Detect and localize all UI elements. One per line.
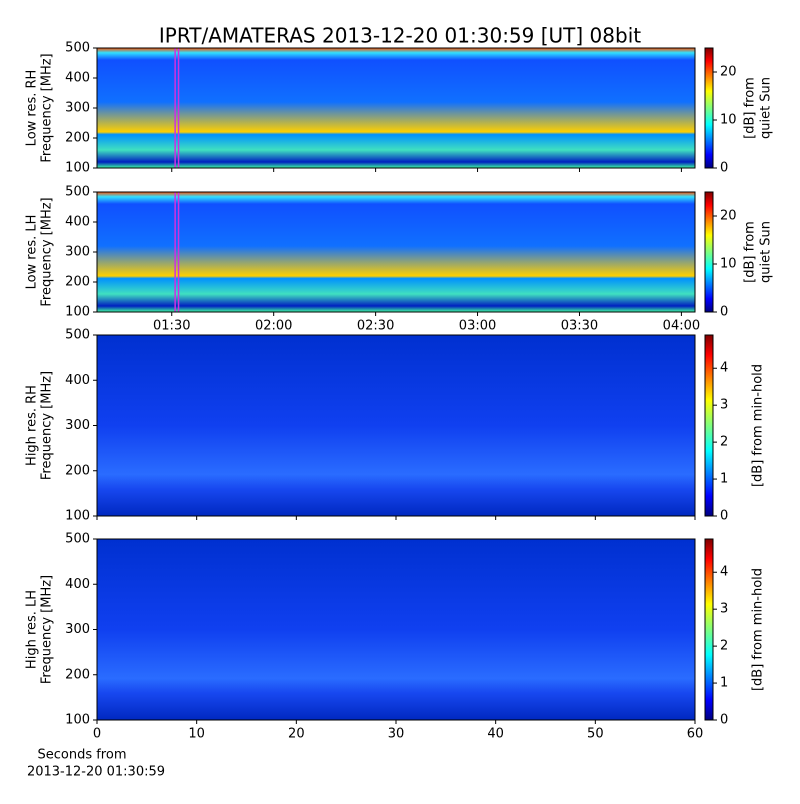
y-tick-label: 500 (65, 185, 90, 200)
colorbar-tick-label: 0 (720, 713, 728, 728)
y-axis-label: Low res. LH (25, 215, 40, 290)
y-tick-label: 100 (65, 161, 90, 176)
x-axis-label: Seconds from (37, 748, 126, 763)
colorbar-label: [dB] from min-hold (751, 568, 766, 691)
y-tick-label: 100 (65, 305, 90, 320)
y-axis-label: High res. LH (25, 590, 40, 669)
colorbar-tick-label: 0 (720, 305, 728, 320)
y-tick-label: 200 (65, 463, 90, 478)
colorbar-tick-label: 1 (720, 676, 728, 691)
colorbar-tick-label: 10 (720, 257, 737, 272)
x-tick-label: 0 (93, 727, 101, 742)
y-tick-label: 500 (65, 41, 90, 56)
spectrogram-image (97, 539, 695, 720)
y-tick-label: 500 (65, 328, 90, 343)
spectrogram-image (97, 335, 695, 516)
spectrogram-image (97, 192, 695, 312)
colorbar (704, 334, 714, 517)
colorbar-tick-label: 2 (720, 639, 728, 654)
y-axis-label: Frequency [MHz] (40, 53, 55, 162)
colorbar-label: quiet Sun (759, 77, 774, 139)
x-tick-label: 10 (188, 727, 205, 742)
colorbar-tick-label: 0 (720, 161, 728, 176)
y-tick-label: 500 (65, 532, 90, 547)
y-tick-label: 100 (65, 713, 90, 728)
colorbar-tick-label: 20 (720, 65, 737, 80)
colorbar-tick-label: 10 (720, 113, 737, 128)
y-axis-label: Low res. RH (25, 70, 40, 147)
x-tick-label: 02:30 (357, 319, 394, 334)
colorbar-tick-label: 3 (720, 398, 728, 413)
x-tick-label: 02:00 (255, 319, 292, 334)
colorbar-tick-label: 1 (720, 472, 728, 487)
figure-title: IPRT/AMATERAS 2013-12-20 01:30:59 [UT] 0… (159, 24, 641, 48)
y-tick-label: 400 (65, 215, 90, 230)
colorbar-label: [dB] from min-hold (751, 364, 766, 487)
colorbar-label: [dB] from (743, 221, 758, 283)
y-tick-label: 400 (65, 577, 90, 592)
colorbar-label: [dB] from (743, 77, 758, 139)
x-tick-label: 03:30 (561, 319, 598, 334)
x-tick-label: 60 (687, 727, 704, 742)
x-tick-label: 50 (587, 727, 604, 742)
y-tick-label: 400 (65, 71, 90, 86)
colorbar-label: quiet Sun (759, 221, 774, 283)
x-tick-label: 40 (487, 727, 504, 742)
colorbar (704, 191, 714, 313)
y-tick-label: 200 (65, 131, 90, 146)
y-axis-label: High res. RH (25, 385, 40, 466)
spectrogram-image (97, 48, 695, 168)
y-axis-label: Frequency [MHz] (40, 371, 55, 480)
y-axis-label: Frequency [MHz] (40, 575, 55, 684)
colorbar-tick-label: 4 (720, 565, 728, 580)
y-tick-label: 300 (65, 622, 90, 637)
y-axis-label: Frequency [MHz] (40, 197, 55, 306)
colorbar-tick-label: 20 (720, 209, 737, 224)
y-tick-label: 300 (65, 101, 90, 116)
colorbar (704, 538, 714, 721)
y-tick-label: 300 (65, 245, 90, 260)
y-tick-label: 200 (65, 667, 90, 682)
colorbar-tick-label: 4 (720, 361, 728, 376)
y-tick-label: 300 (65, 418, 90, 433)
x-tick-label: 04:00 (663, 319, 700, 334)
y-tick-label: 100 (65, 509, 90, 524)
x-tick-label: 03:00 (459, 319, 496, 334)
x-tick-label: 01:30 (153, 319, 190, 334)
x-axis-label: 2013-12-20 01:30:59 (27, 765, 165, 780)
colorbar-tick-label: 2 (720, 435, 728, 450)
y-tick-label: 200 (65, 275, 90, 290)
colorbar-tick-label: 0 (720, 509, 728, 524)
y-tick-label: 400 (65, 373, 90, 388)
colorbar-tick-label: 3 (720, 602, 728, 617)
colorbar (704, 47, 714, 169)
x-tick-label: 20 (288, 727, 305, 742)
x-tick-label: 30 (388, 727, 405, 742)
